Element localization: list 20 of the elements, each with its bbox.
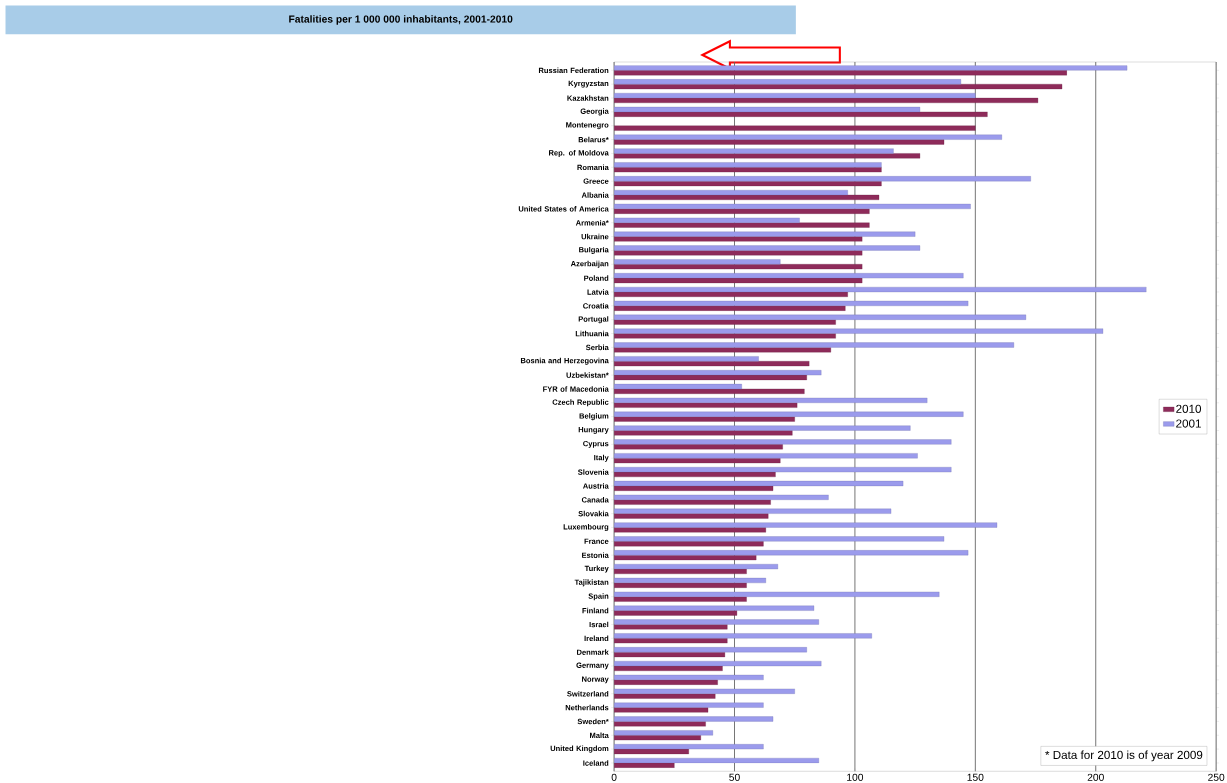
bar: [614, 125, 976, 131]
bar: [614, 679, 718, 685]
text: Fatalities per 1 000 000 inhabitants, 2001-2010: [289, 15, 513, 25]
x-tick-label: 100: [847, 773, 864, 781]
x-tick-label: 50: [729, 773, 740, 781]
x-tick-label: 150: [967, 773, 984, 781]
bar: [614, 402, 798, 408]
bar: [614, 596, 747, 602]
x-tick-label: 200: [1087, 773, 1104, 781]
bar: [614, 693, 716, 699]
x-tick-label: 0: [611, 773, 617, 781]
bar: [614, 319, 836, 325]
legend-label: 2001: [1176, 419, 1201, 428]
x-tick-label: 250: [1208, 773, 1225, 781]
bar: [614, 222, 870, 228]
annotation: * Data for 2010 is of year 2009: [1045, 750, 1203, 762]
bar: [614, 305, 846, 311]
bar: [614, 416, 795, 422]
legend-label: 2010: [1176, 404, 1202, 413]
bar: [614, 499, 771, 505]
